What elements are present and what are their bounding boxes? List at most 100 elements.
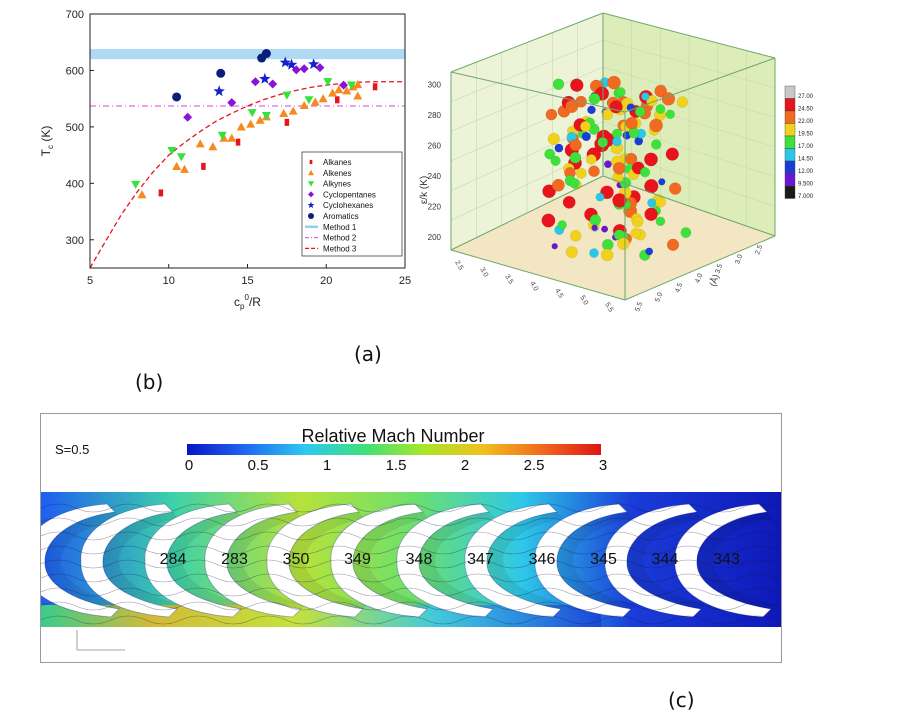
bubbles	[541, 75, 692, 262]
streamline	[41, 559, 781, 569]
blade-passage	[144, 503, 245, 618]
bubble	[565, 246, 578, 259]
epsilon-3d-scatter-chart: 200 220 240 260 280 300 ε/k (K) 2.5 3.0 3.5 4.0 4.5…	[415, 0, 860, 320]
bubble	[641, 92, 650, 101]
colorbar-tick-label: 0	[185, 457, 193, 474]
blade-shadow	[166, 512, 245, 609]
data-point	[346, 81, 356, 90]
bubble	[588, 93, 601, 105]
x-tick-label: 5.0	[578, 295, 589, 307]
legend-marker	[307, 201, 315, 209]
legend-marker	[308, 191, 314, 198]
colorbar-title: Relative Mach Number	[301, 426, 484, 446]
bubble	[645, 247, 654, 256]
blade-shadow	[486, 512, 565, 609]
streamline	[41, 573, 781, 583]
y-tick-label: 5.0	[654, 292, 664, 304]
tc-chart-svg: 5 10 15 20 25 300 400 500 600 700 Tc (K) cp0/R Alkan…	[39, 9, 411, 311]
bubble	[545, 108, 558, 121]
blade-surface	[144, 503, 242, 618]
colorbar-swatch	[784, 98, 796, 112]
y-tick-label: 4.5	[674, 282, 684, 294]
x-tick-label: 4.5	[553, 288, 564, 300]
streamline	[41, 587, 781, 597]
blade-surface	[266, 503, 364, 618]
series-alkenes	[137, 80, 363, 199]
caption-b: (b)	[135, 370, 164, 394]
y-tick-label: 500	[66, 122, 84, 134]
legend-label: Method 2	[323, 234, 357, 243]
box-edge	[450, 71, 626, 113]
data-point	[213, 85, 225, 97]
legend-label: Alkanes	[323, 158, 351, 167]
data-point	[353, 91, 363, 100]
colorbar-label: 17.00	[798, 144, 814, 150]
y-axis-label: Tc (K)	[39, 126, 55, 157]
bubble	[650, 139, 662, 150]
data-point	[318, 94, 328, 103]
data-point	[279, 56, 291, 68]
blade-surface	[396, 503, 494, 618]
data-point	[304, 96, 314, 105]
bubble	[617, 237, 630, 251]
z-tick-label: 220	[428, 203, 442, 212]
blade-passage	[204, 503, 305, 618]
colorbar-swatch	[784, 135, 796, 149]
y-tick-label: 700	[66, 9, 84, 21]
bubble	[551, 178, 565, 192]
blade-surface	[330, 503, 428, 618]
data-point	[195, 139, 205, 148]
bubble	[607, 75, 621, 90]
data-point	[285, 58, 298, 70]
bubble	[580, 121, 591, 132]
caption-a: (a)	[354, 342, 382, 366]
colorbar-swatch	[784, 148, 796, 162]
data-point	[246, 119, 256, 128]
colorbar-swatch	[784, 160, 796, 174]
data-point	[227, 98, 237, 108]
colorbar-label: 7.000	[798, 194, 814, 200]
data-point	[247, 109, 257, 118]
colorbar-swatch	[784, 123, 796, 137]
blade-number-label: 349	[344, 551, 371, 568]
colorbar-label: 14.50	[798, 157, 814, 163]
x-tick-label: 25	[399, 275, 411, 287]
bubble	[588, 165, 600, 177]
blade-number-label: 344	[652, 551, 679, 568]
bubble	[562, 195, 576, 209]
bubble	[644, 207, 658, 222]
bubble	[565, 99, 579, 113]
blade-number-label: 343	[713, 551, 740, 568]
bubble	[554, 143, 564, 153]
data-point	[257, 53, 267, 63]
colorbar-label: 19.50	[798, 132, 814, 138]
bubble	[569, 139, 582, 152]
streamline	[41, 615, 781, 625]
bubble	[615, 87, 626, 98]
legend-marker	[308, 169, 314, 176]
bubble	[655, 216, 666, 227]
colorbar-label: 12.00	[798, 169, 814, 175]
blade-number-label: 284	[160, 551, 187, 568]
data-point	[288, 106, 298, 115]
colorbar-tick-label: 2.5	[524, 457, 545, 474]
bubble	[547, 132, 560, 146]
data-point	[236, 122, 246, 131]
data-point	[310, 97, 320, 106]
z-tick-label: 200	[428, 233, 442, 242]
streamlines	[41, 503, 781, 625]
z-tick-label: 300	[428, 81, 442, 90]
y-tick-label: 4.0	[694, 273, 704, 285]
legend-marker	[308, 181, 314, 187]
bubble	[665, 109, 675, 120]
data-point	[180, 164, 189, 173]
blade-passage	[464, 503, 565, 618]
bubble	[630, 227, 642, 239]
streamline	[41, 545, 781, 555]
data-point	[268, 79, 278, 89]
bubble	[603, 160, 612, 169]
box-edge	[624, 235, 776, 301]
y-tick-label: 3.0	[734, 254, 744, 266]
data-point	[279, 108, 289, 117]
